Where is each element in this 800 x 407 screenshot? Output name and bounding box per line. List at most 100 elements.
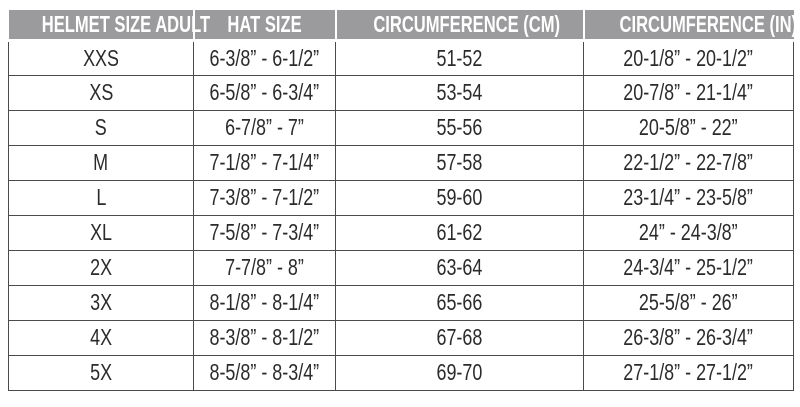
cell-text: 53-54 — [436, 79, 483, 105]
cell-hat-size: 8-1/8” - 8-1/4” — [193, 284, 336, 321]
cell-text: 63-64 — [436, 254, 483, 280]
table-row-xl: XL 7-5/8” - 7-3/4” 61-62 24” - 24-3/8” — [8, 214, 794, 251]
cell-text: 59-60 — [436, 184, 483, 210]
cell-hat-size: 8-3/8” - 8-1/2” — [193, 319, 336, 356]
column-header-label: CIRCUMFERENCE (IN) — [619, 10, 797, 37]
cell-hat-size: 8-5/8” - 8-3/4” — [193, 354, 336, 391]
table-row-m: M 7-1/8” - 7-1/4” 57-58 22-1/2” - 22-7/8… — [8, 144, 794, 181]
helmet-size-table: HELMET SIZE ADULT HAT SIZE CIRCUMFERENCE… — [8, 10, 797, 391]
cell-text: 55-56 — [436, 114, 483, 140]
table-row-s: S 6-7/8” - 7” 55-56 20-5/8” - 22” — [8, 109, 794, 146]
cell-circumference-in: 23-1/4” - 23-5/8” — [583, 179, 794, 216]
cell-hat-size: 7-3/8” - 7-1/2” — [193, 179, 336, 216]
cell-circumference-in: 20-5/8” - 22” — [583, 109, 794, 146]
cell-text: M — [93, 149, 109, 175]
cell-text: 22-1/2” - 22-7/8” — [623, 149, 754, 175]
cell-text: 69-70 — [436, 359, 483, 385]
cell-circumference-in: 20-1/8” - 20-1/2” — [583, 39, 794, 76]
cell-text: 20-7/8” - 21-1/4” — [623, 79, 754, 105]
cell-text: 20-1/8” - 20-1/2” — [623, 44, 754, 71]
cell-text: XL — [90, 219, 112, 245]
cell-circumference-cm: 65-66 — [335, 284, 584, 321]
cell-text: 7-3/8” - 7-1/2” — [209, 184, 320, 210]
table-row-4x: 4X 8-3/8” - 8-1/2” 67-68 26-3/8” - 26-3/… — [8, 319, 794, 356]
cell-text: 51-52 — [436, 44, 483, 71]
cell-circumference-in: 20-7/8” - 21-1/4” — [583, 74, 794, 111]
cell-text: 23-1/4” - 23-5/8” — [623, 184, 754, 210]
cell-text: 8-5/8” - 8-3/4” — [209, 359, 320, 385]
cell-helmet-size: 3X — [8, 284, 194, 321]
cell-circumference-in: 24” - 24-3/8” — [583, 214, 794, 251]
cell-helmet-size: M — [8, 144, 194, 181]
cell-hat-size: 6-3/8” - 6-1/2” — [193, 39, 336, 76]
cell-text: 2X — [90, 254, 112, 280]
column-header-hat-size: HAT SIZE — [192, 10, 336, 42]
cell-text: 8-3/8” - 8-1/2” — [209, 324, 320, 350]
cell-circumference-in: 27-1/8” - 27-1/2” — [583, 354, 794, 391]
cell-circumference-in: 22-1/2” - 22-7/8” — [583, 144, 794, 181]
table-row-xs: XS 6-5/8” - 6-3/4” 53-54 20-7/8” - 21-1/… — [8, 74, 794, 111]
header-row: HELMET SIZE ADULT HAT SIZE CIRCUMFERENCE… — [8, 10, 797, 42]
column-header-label: HELMET SIZE ADULT — [41, 10, 210, 37]
cell-helmet-size: XS — [8, 74, 194, 111]
cell-text: 24” - 24-3/8” — [639, 219, 738, 245]
cell-circumference-in: 24-3/4” - 25-1/2” — [583, 249, 794, 286]
cell-hat-size: 6-7/8” - 7” — [193, 109, 336, 146]
cell-text: 65-66 — [436, 289, 483, 315]
cell-circumference-cm: 57-58 — [335, 144, 584, 181]
cell-helmet-size: L — [8, 179, 194, 216]
cell-circumference-cm: 59-60 — [335, 179, 584, 216]
cell-text: XS — [89, 79, 113, 105]
cell-helmet-size: 5X — [8, 354, 194, 391]
cell-text: 3X — [90, 289, 112, 315]
cell-text: 26-3/8” - 26-3/4” — [623, 324, 754, 350]
cell-circumference-cm: 51-52 — [335, 39, 584, 76]
cell-text: 61-62 — [436, 219, 483, 245]
cell-text: 24-3/4” - 25-1/2” — [623, 254, 754, 280]
column-header-helmet-size: HELMET SIZE ADULT — [8, 10, 210, 42]
column-header-circumference-in: CIRCUMFERENCE (IN) — [582, 10, 797, 42]
cell-circumference-cm: 55-56 — [335, 109, 584, 146]
table-row-xxs: XXS 6-3/8” - 6-1/2” 51-52 20-1/8” - 20-1… — [8, 39, 794, 76]
cell-text: 4X — [90, 324, 112, 350]
cell-text: 57-58 — [436, 149, 483, 175]
cell-text: S — [95, 114, 107, 140]
cell-text: 25-5/8” - 26” — [639, 289, 738, 315]
cell-helmet-size: XXS — [8, 39, 194, 76]
cell-hat-size: 6-5/8” - 6-3/4” — [193, 74, 336, 111]
cell-text: 7-7/8” - 8” — [225, 254, 304, 280]
cell-text: 7-1/8” - 7-1/4” — [209, 149, 320, 175]
cell-text: 5X — [90, 359, 112, 385]
table-row-2x: 2X 7-7/8” - 8” 63-64 24-3/4” - 25-1/2” — [8, 249, 794, 286]
table-row-l: L 7-3/8” - 7-1/2” 59-60 23-1/4” - 23-5/8… — [8, 179, 794, 216]
cell-text: 20-5/8” - 22” — [639, 114, 738, 140]
cell-circumference-cm: 63-64 — [335, 249, 584, 286]
cell-text: XXS — [83, 44, 119, 71]
cell-text: L — [96, 184, 106, 210]
helmet-size-chart: HELMET SIZE ADULT HAT SIZE CIRCUMFERENCE… — [8, 10, 797, 391]
column-header-label: CIRCUMFERENCE (CM) — [372, 10, 560, 37]
cell-text: 67-68 — [436, 324, 483, 350]
cell-circumference-in: 26-3/8” - 26-3/4” — [583, 319, 794, 356]
cell-text: 27-1/8” - 27-1/2” — [623, 359, 754, 385]
cell-hat-size: 7-5/8” - 7-3/4” — [193, 214, 336, 251]
cell-circumference-cm: 67-68 — [335, 319, 584, 356]
cell-helmet-size: XL — [8, 214, 194, 251]
cell-helmet-size: 4X — [8, 319, 194, 356]
table-row-5x: 5X 8-5/8” - 8-3/4” 69-70 27-1/8” - 27-1/… — [8, 354, 794, 391]
table-row-3x: 3X 8-1/8” - 8-1/4” 65-66 25-5/8” - 26” — [8, 284, 794, 321]
cell-circumference-cm: 69-70 — [335, 354, 584, 391]
cell-hat-size: 7-1/8” - 7-1/4” — [193, 144, 336, 181]
cell-text: 7-5/8” - 7-3/4” — [209, 219, 320, 245]
cell-helmet-size: 2X — [8, 249, 194, 286]
cell-hat-size: 7-7/8” - 8” — [193, 249, 336, 286]
cell-text: 6-3/8” - 6-1/2” — [209, 44, 320, 71]
cell-text: 6-7/8” - 7” — [225, 114, 304, 140]
cell-text: 8-1/8” - 8-1/4” — [209, 289, 320, 315]
column-header-label: HAT SIZE — [227, 10, 302, 37]
cell-circumference-cm: 61-62 — [335, 214, 584, 251]
cell-circumference-in: 25-5/8” - 26” — [583, 284, 794, 321]
column-header-circumference-cm: CIRCUMFERENCE (CM) — [334, 10, 584, 42]
cell-circumference-cm: 53-54 — [335, 74, 584, 111]
cell-text: 6-5/8” - 6-3/4” — [209, 79, 320, 105]
